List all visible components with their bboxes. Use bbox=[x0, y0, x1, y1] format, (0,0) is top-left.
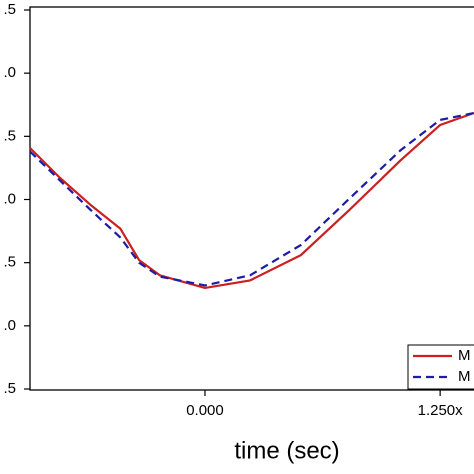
y-tick-label: .5 bbox=[3, 127, 16, 144]
x-axis-label: time (sec) bbox=[234, 437, 339, 464]
y-tick-label: .0 bbox=[3, 317, 16, 334]
plot-frame bbox=[29, 6, 474, 391]
legend-label: M bbox=[458, 368, 471, 385]
series-line bbox=[29, 111, 474, 289]
legend-box bbox=[407, 344, 474, 390]
x-tick-label: 1.250x bbox=[418, 402, 464, 419]
y-tick-label: .5 bbox=[3, 254, 16, 271]
y-tick-label: .5 bbox=[3, 380, 16, 397]
legend-label: M bbox=[458, 347, 471, 364]
y-tick-label: .0 bbox=[3, 64, 16, 81]
y-tick-label: .5 bbox=[3, 1, 16, 18]
y-tick-label: .0 bbox=[3, 190, 16, 207]
x-tick-label: 0.000 bbox=[186, 402, 224, 419]
series-line bbox=[29, 111, 474, 287]
